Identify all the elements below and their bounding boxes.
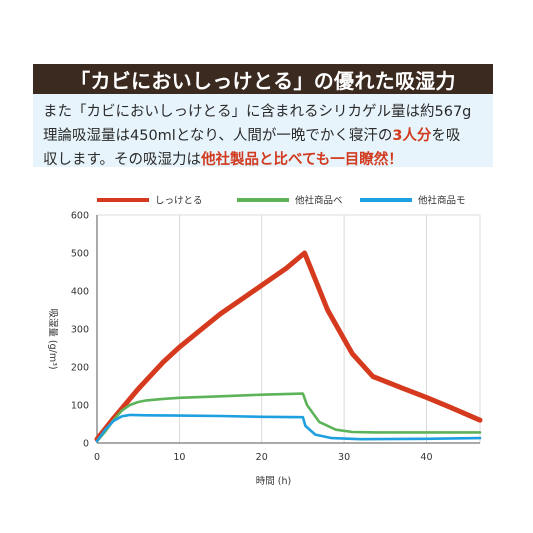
y-tick-label: 200 bbox=[71, 363, 89, 374]
description-line-1: また「カビにおいしっけとる」に含まれるシリカゲル量は約567g bbox=[43, 104, 472, 120]
x-axis-label: 時間 (h) bbox=[256, 476, 291, 487]
y-tick-label: 0 bbox=[83, 439, 89, 450]
series-line bbox=[95, 413, 482, 443]
y-tick-label: 400 bbox=[71, 287, 89, 298]
highlight-text: 他社製品と比べても一目瞭然！ bbox=[201, 152, 403, 168]
y-tick-label: 600 bbox=[71, 211, 89, 222]
description-box: また「カビにおいしっけとる」に含まれるシリカゲル量は約567g 理論吸湿量は45… bbox=[33, 94, 493, 168]
moisture-chart: 0 100 200 300 400 500 600 0 10 20 30 40 時間 (h) 吸湿量 (g… bbox=[0, 185, 533, 495]
x-tick-label: 0 bbox=[94, 452, 100, 463]
x-tick-label: 10 bbox=[173, 452, 185, 463]
description-line-2: 理論吸湿量は450mlとなり、人間が一晩でかく寝汗の3人分を吸 bbox=[43, 124, 483, 148]
y-tick-label: 100 bbox=[71, 401, 89, 412]
series-line bbox=[95, 392, 482, 443]
chart-svg: 0 100 200 300 400 500 600 0 10 20 30 40 時間 (h) 吸湿量 (g… bbox=[47, 195, 483, 487]
y-tick-label: 500 bbox=[71, 249, 89, 260]
description-line-3: 収します。その吸湿力は他社製品と比べても一目瞭然！ bbox=[43, 148, 483, 172]
legend-label: しっけとる bbox=[155, 196, 203, 207]
description-text: 理論吸湿量は450mlとなり、人間が一晩でかく寝汗の bbox=[43, 128, 393, 144]
legend-label: 他社商品ベ bbox=[295, 195, 343, 207]
y-tick-label: 300 bbox=[71, 325, 89, 336]
legend-label: 他社商品モ bbox=[418, 195, 466, 207]
y-axis-label: 吸湿量 (g/m³) bbox=[47, 308, 58, 369]
x-tick-label: 20 bbox=[256, 452, 268, 463]
series-line bbox=[94, 250, 483, 442]
x-tick-label: 40 bbox=[420, 452, 432, 463]
page-title: 「カビにおいしっけとる」の優れた吸湿力 bbox=[33, 64, 493, 94]
description-text: 収します。その吸湿力は bbox=[43, 152, 202, 168]
x-tick-label: 30 bbox=[338, 452, 350, 463]
highlight-text: 3人分 bbox=[392, 128, 432, 144]
description-text: を吸 bbox=[431, 128, 461, 144]
